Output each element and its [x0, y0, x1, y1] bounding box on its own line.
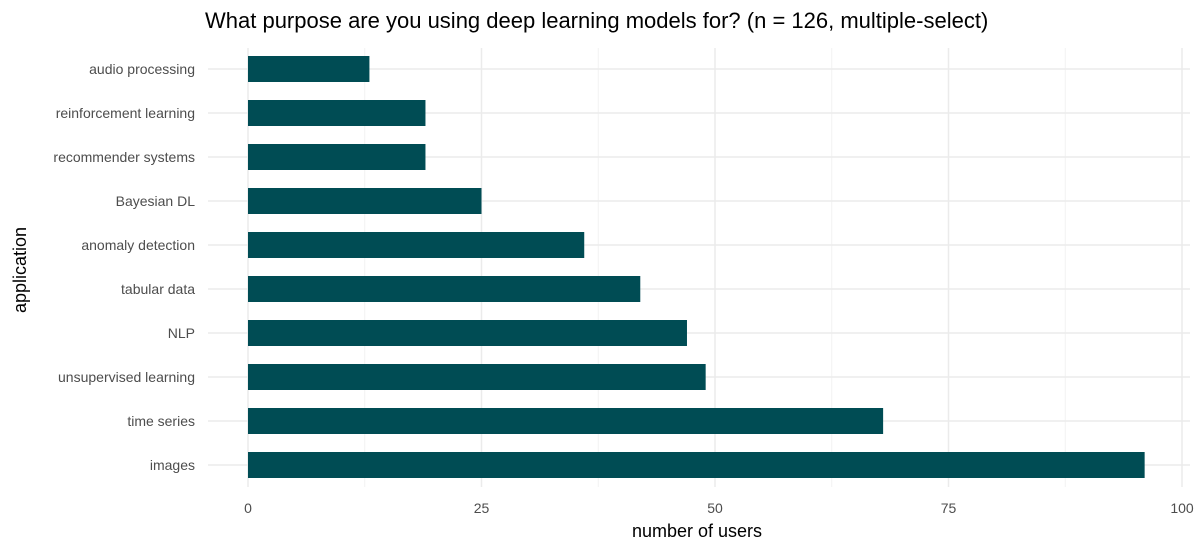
- bar-recommender-systems: [248, 144, 426, 170]
- x-axis-label: number of users: [632, 521, 762, 541]
- y-tick-label: images: [150, 457, 195, 473]
- bar-reinforcement-learning: [248, 100, 426, 126]
- bar-anomaly-detection: [248, 232, 585, 258]
- y-tick-label: tabular data: [121, 281, 195, 297]
- bar-time-series: [248, 408, 884, 434]
- y-tick-label: reinforcement learning: [56, 105, 195, 121]
- bars: [248, 56, 1145, 478]
- x-tick-label: 25: [474, 500, 490, 516]
- chart-title: What purpose are you using deep learning…: [205, 8, 988, 33]
- x-tick-label: 75: [941, 500, 957, 516]
- x-tick-label: 0: [244, 500, 252, 516]
- bar-bayesian-dl: [248, 188, 482, 214]
- x-tick-labels: 0 25 50 75 100: [244, 500, 1194, 516]
- bar-nlp: [248, 320, 687, 346]
- y-tick-label: time series: [127, 413, 195, 429]
- x-tick-label: 50: [707, 500, 723, 516]
- bar-images: [248, 452, 1145, 478]
- y-tick-label: Bayesian DL: [116, 193, 196, 209]
- bar-unsupervised-learning: [248, 364, 706, 390]
- y-tick-labels: images time series unsupervised learning NL…: [53, 61, 195, 473]
- x-tick-label: 100: [1170, 500, 1194, 516]
- y-tick-label: unsupervised learning: [58, 369, 195, 385]
- y-axis-label: application: [10, 227, 30, 313]
- bar-audio-processing: [248, 56, 370, 82]
- y-tick-label: audio processing: [89, 61, 195, 77]
- y-tick-label: recommender systems: [53, 149, 195, 165]
- y-tick-label: NLP: [168, 325, 195, 341]
- y-tick-label: anomaly detection: [81, 237, 195, 253]
- bar-tabular-data: [248, 276, 641, 302]
